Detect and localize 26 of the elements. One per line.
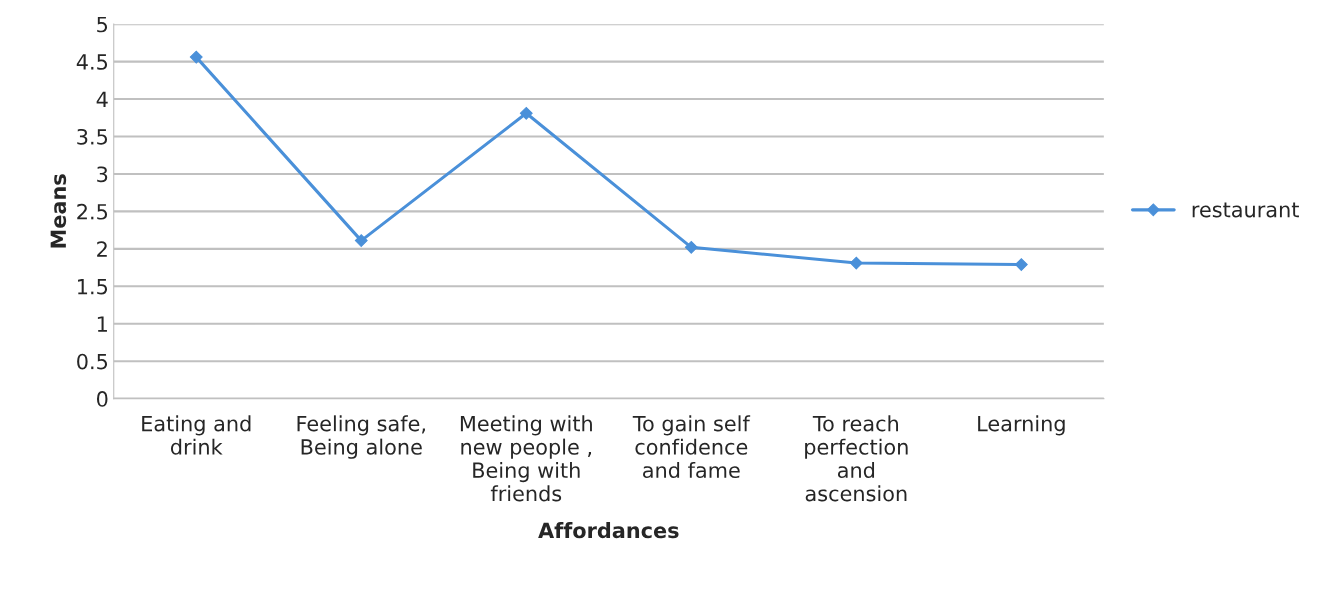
y-tick-label: 0 <box>96 391 108 407</box>
x-axis-title: Affordances <box>538 522 679 539</box>
y-tick-label: 1.5 <box>78 279 108 295</box>
y-tick-label: 1 <box>97 316 107 332</box>
x-tick-label: Eating and drink <box>142 415 251 455</box>
y-tick-label: 2 <box>97 241 107 257</box>
y-tick-label: 3.5 <box>77 128 108 145</box>
y-tick-label: 0.5 <box>77 353 108 370</box>
y-tick-label: 4.5 <box>76 54 108 70</box>
point <box>519 106 533 120</box>
x-tick-label: Feeling safe, Being alone <box>297 415 425 459</box>
point <box>354 234 368 248</box>
x-tick-label: To gain self confidence and fame <box>632 415 751 479</box>
y-tick-label: 4 <box>96 91 108 107</box>
y-tick-label: 2.5 <box>77 203 108 220</box>
point <box>189 50 203 64</box>
y-axis-title: Means <box>50 174 67 248</box>
x-tick-label: Learning <box>978 415 1065 436</box>
x-tick-label: Meeting with new people , Being with friends <box>460 415 592 502</box>
point <box>684 240 698 254</box>
y-tick-label: 5 <box>97 16 108 33</box>
x-tick-label: To reach perfection and ascension <box>805 415 908 502</box>
point <box>1014 258 1028 271</box>
point <box>849 256 863 270</box>
legend-label: restaurant <box>1192 202 1299 218</box>
y-tick-label: 3 <box>97 166 108 183</box>
